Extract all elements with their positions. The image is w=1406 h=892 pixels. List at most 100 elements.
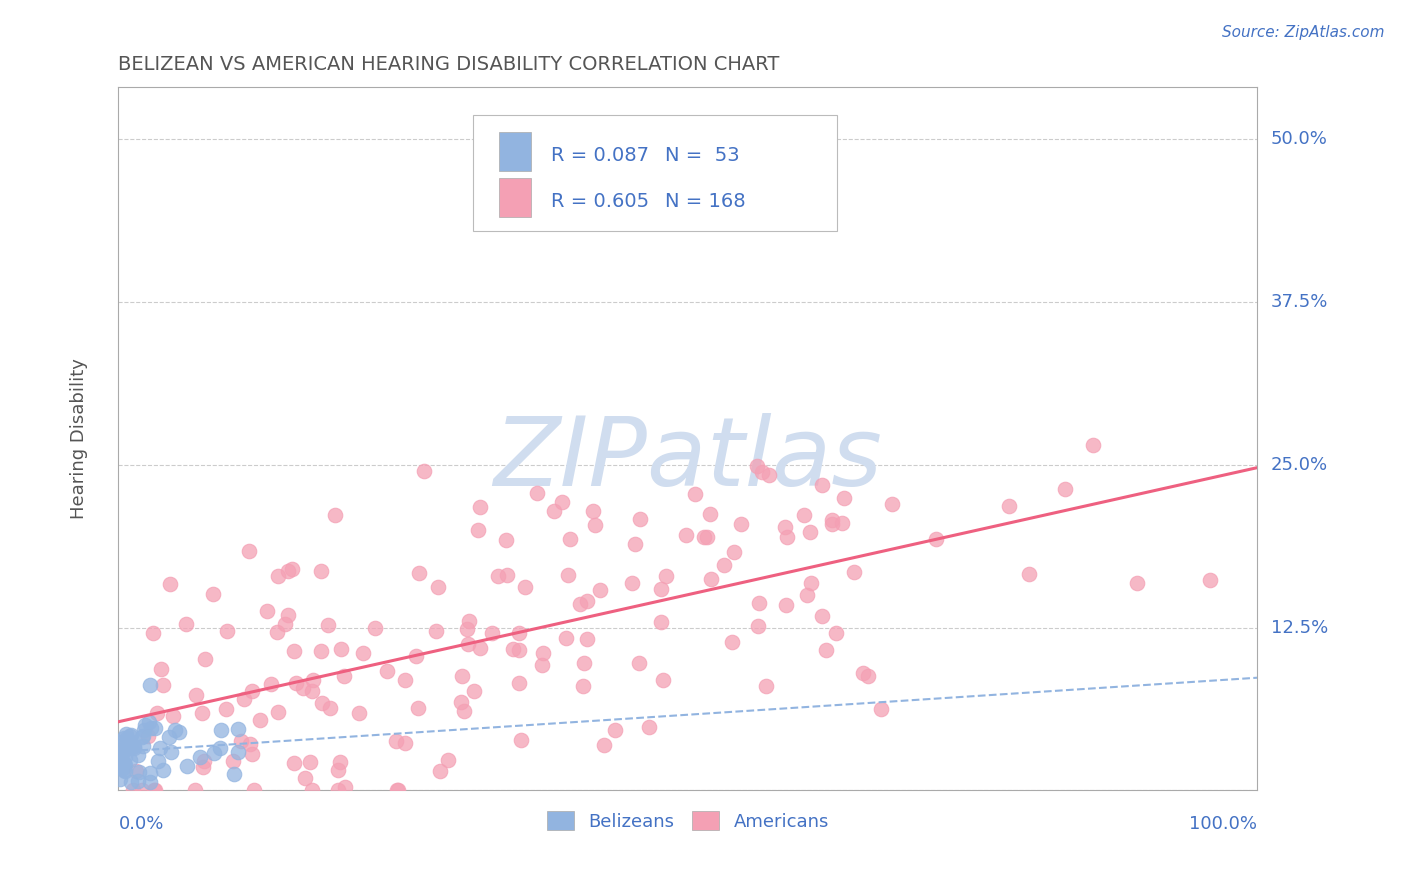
Point (152, 764, 174, 778)
Point (209, 723, 232, 737)
Point (132, 729, 155, 743)
Point (583, 518, 606, 533)
Text: R = 0.087: R = 0.087 (551, 145, 650, 164)
Legend: Belizeans, Americans: Belizeans, Americans (547, 811, 830, 830)
Point (776, 530, 799, 544)
Point (274, 616, 297, 631)
Point (530, 657, 553, 672)
Point (513, 580, 536, 594)
Point (924, 533, 946, 547)
Point (120, 740, 142, 755)
Point (240, 747, 263, 762)
Point (831, 516, 853, 530)
Point (159, 577, 181, 591)
Point (238, 544, 260, 558)
Point (427, 580, 450, 594)
Point (437, 753, 460, 767)
Text: ZIPatlas: ZIPatlas (494, 413, 883, 506)
Point (243, 783, 266, 797)
Point (114, 749, 136, 764)
Point (820, 516, 842, 531)
Point (352, 646, 374, 660)
Point (232, 692, 254, 706)
Point (335, 780, 357, 794)
Point (326, 783, 349, 797)
Point (429, 764, 451, 778)
Text: 25.0%: 25.0% (1271, 456, 1329, 474)
Point (531, 646, 554, 660)
Point (620, 576, 643, 591)
Point (142, 625, 165, 640)
Point (495, 533, 517, 547)
Point (138, 715, 160, 730)
Point (825, 626, 848, 640)
Point (453, 705, 475, 719)
Point (160, 745, 183, 759)
Point (650, 582, 672, 596)
Point (842, 566, 865, 580)
Point (628, 657, 651, 671)
Point (108, 739, 131, 754)
Point (108, 735, 131, 749)
Point (638, 720, 661, 734)
Point (277, 608, 299, 623)
Point (1198, 573, 1220, 587)
Point (347, 706, 370, 721)
Point (1126, 576, 1149, 591)
Point (169, 725, 191, 739)
Point (132, 723, 155, 738)
Point (364, 621, 387, 635)
Point (143, 783, 166, 797)
Point (997, 500, 1019, 514)
Point (132, 739, 155, 753)
Point (150, 662, 173, 676)
Point (810, 608, 832, 623)
Point (624, 537, 647, 551)
Point (557, 568, 579, 582)
Point (112, 731, 135, 745)
Point (266, 625, 288, 640)
Point (408, 566, 430, 581)
Point (229, 734, 252, 748)
Text: Source: ZipAtlas.com: Source: ZipAtlas.com (1222, 25, 1385, 40)
Point (508, 626, 530, 640)
Point (412, 464, 434, 478)
Point (502, 642, 524, 657)
Point (114, 758, 136, 772)
Point (730, 516, 752, 531)
Point (114, 764, 136, 778)
Point (456, 622, 478, 636)
Point (576, 594, 599, 608)
Point (723, 545, 745, 559)
Point (385, 734, 408, 748)
Point (281, 561, 304, 575)
Point (526, 485, 548, 500)
Point (191, 760, 214, 774)
Point (139, 678, 162, 692)
Point (291, 681, 314, 695)
Point (145, 706, 167, 721)
Point (385, 783, 408, 797)
Point (114, 742, 136, 756)
Point (128, 765, 150, 780)
Text: 12.5%: 12.5% (1271, 618, 1329, 637)
Point (325, 508, 347, 522)
Point (190, 706, 212, 721)
Point (202, 587, 225, 601)
Point (149, 741, 172, 756)
Point (793, 508, 815, 523)
Point (652, 673, 675, 687)
Point (575, 632, 598, 646)
Point (467, 523, 489, 537)
Point (508, 676, 530, 690)
Point (267, 705, 290, 719)
Point (425, 624, 447, 639)
Point (134, 718, 156, 732)
Point (202, 746, 225, 760)
Point (208, 741, 231, 756)
Point (301, 673, 323, 687)
Point (139, 766, 162, 780)
Point (508, 643, 530, 657)
Point (157, 730, 180, 744)
Point (110, 772, 132, 787)
